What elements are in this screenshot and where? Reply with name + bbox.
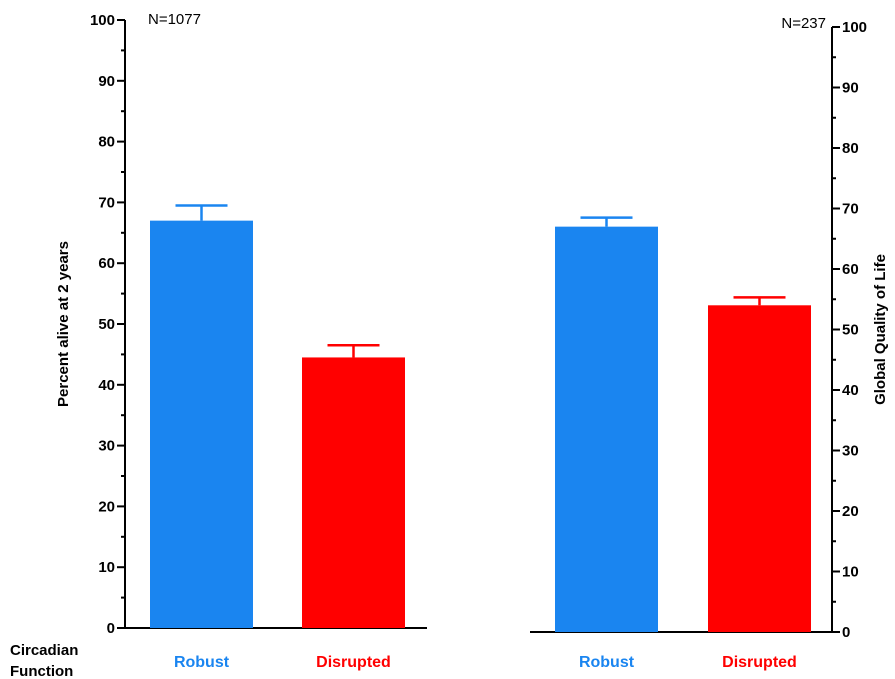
y-tick-label: 60 <box>98 255 115 272</box>
row-label-circadian: Circadian <box>10 642 78 659</box>
bar-robust <box>150 220 253 628</box>
y-tick-label: 30 <box>98 438 115 455</box>
y-axis-title: Global Quality of Life <box>872 254 889 405</box>
bar-disrupted <box>302 357 405 628</box>
y-tick-label: 20 <box>842 503 859 520</box>
y-tick-label: 10 <box>842 564 859 581</box>
y-tick-label: 10 <box>98 559 115 576</box>
y-tick-label: 50 <box>842 322 859 339</box>
y-tick-label: 0 <box>842 624 850 641</box>
y-tick-label: 100 <box>90 12 115 29</box>
y-tick-label: 100 <box>842 19 867 36</box>
category-label: Disrupted <box>316 654 391 671</box>
y-tick-label: 90 <box>842 80 859 97</box>
bar-disrupted <box>708 305 811 632</box>
y-tick-label: 0 <box>107 620 115 637</box>
category-label: Disrupted <box>722 654 797 671</box>
category-label: Robust <box>174 654 230 671</box>
row-label-function: Function <box>10 663 73 679</box>
y-tick-label: 90 <box>98 73 115 90</box>
y-axis-title: Percent alive at 2 years <box>55 241 72 407</box>
bar-robust <box>555 226 658 632</box>
right-panel: 0 10 20 30 40 50 60 70 80 90 100 Robust Disrupted N=2… <box>530 15 889 671</box>
y-tick-label: 40 <box>98 377 115 394</box>
y-tick-label: 70 <box>98 194 115 211</box>
y-tick-label: 30 <box>842 443 859 460</box>
y-tick-label: 50 <box>98 316 115 333</box>
sample-size-label: N=237 <box>781 15 826 32</box>
y-tick-label: 80 <box>98 134 115 151</box>
left-panel: 0 10 20 30 40 50 60 70 80 90 100 Robust Disrupted N=1… <box>55 11 427 671</box>
y-tick-label: 70 <box>842 201 859 218</box>
y-tick-label: 20 <box>98 498 115 515</box>
y-tick-label: 60 <box>842 261 859 278</box>
y-tick-label: 40 <box>842 382 859 399</box>
y-tick-label: 80 <box>842 140 859 157</box>
sample-size-label: N=1077 <box>148 11 201 28</box>
category-label: Robust <box>579 654 635 671</box>
